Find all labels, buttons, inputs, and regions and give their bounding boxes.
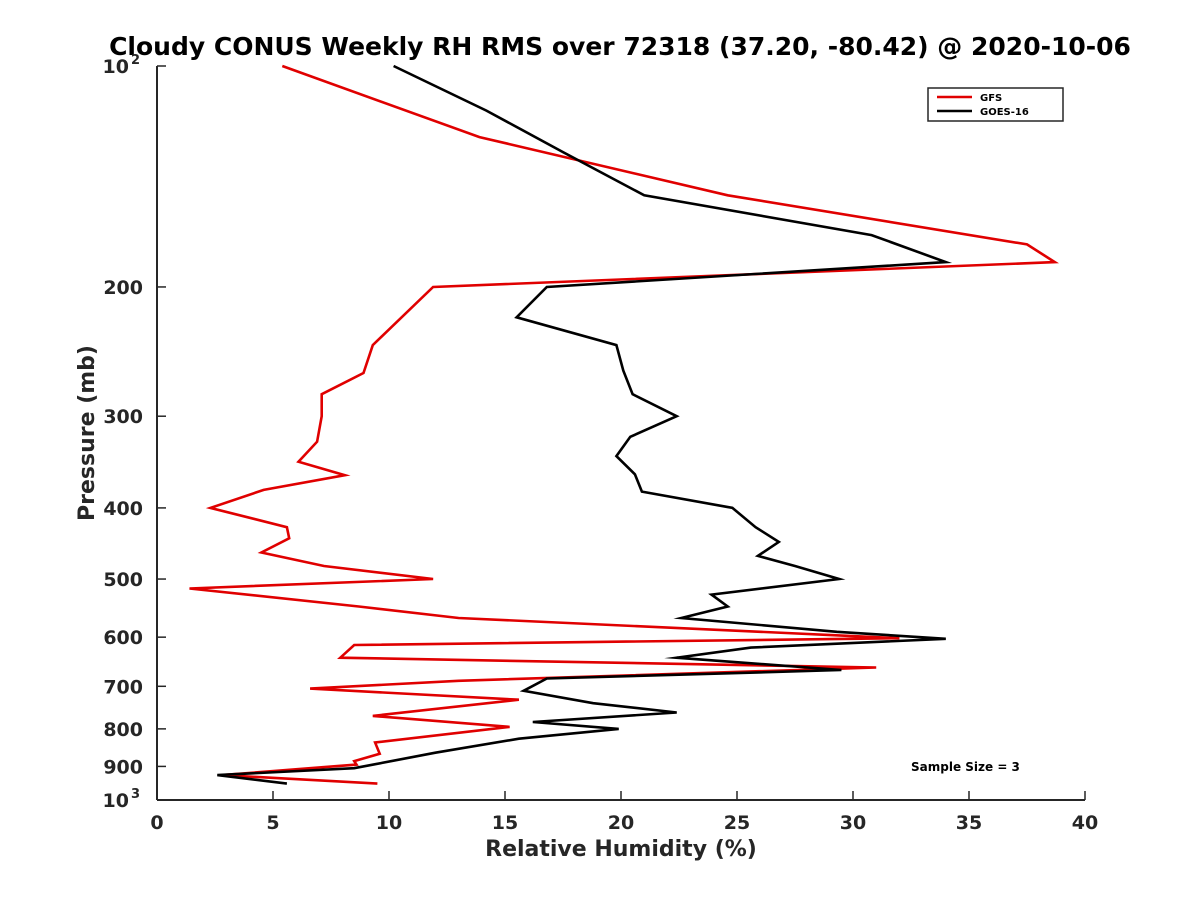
x-tick-label: 15 bbox=[492, 812, 518, 834]
y-tick-label: 600 bbox=[103, 627, 143, 649]
y-tick-label: 10 bbox=[103, 790, 129, 812]
x-tick-label: 0 bbox=[150, 812, 163, 834]
legend-label-gfs: GFS bbox=[980, 93, 1002, 104]
series-line-gfs bbox=[189, 64, 1059, 785]
y-tick-label: 300 bbox=[103, 406, 143, 428]
series-line-goes-16 bbox=[217, 64, 953, 785]
chart-title: Cloudy CONUS Weekly RH RMS over 72318 (3… bbox=[109, 32, 1131, 61]
x-tick-label: 10 bbox=[376, 812, 402, 834]
series-layer bbox=[189, 64, 1059, 785]
y-tick-exponent: 2 bbox=[131, 53, 140, 68]
y-tick-label: 900 bbox=[103, 756, 143, 778]
x-tick-label: 25 bbox=[724, 812, 750, 834]
x-tick-label: 30 bbox=[840, 812, 866, 834]
y-tick-label: 400 bbox=[103, 498, 143, 520]
x-tick-label: 5 bbox=[266, 812, 279, 834]
y-tick-label: 800 bbox=[103, 719, 143, 741]
x-axis-label: Relative Humidity (%) bbox=[485, 837, 757, 862]
x-tick-label: 20 bbox=[608, 812, 634, 834]
plot-area bbox=[157, 66, 1085, 800]
x-tick-label: 35 bbox=[956, 812, 982, 834]
y-tick-label: 200 bbox=[103, 277, 143, 299]
y-tick-exponent: 3 bbox=[131, 787, 140, 802]
sample-size-annotation: Sample Size = 3 bbox=[911, 760, 1020, 774]
y-tick-label: 700 bbox=[103, 676, 143, 698]
y-tick-label: 500 bbox=[103, 569, 143, 591]
x-tick-label: 40 bbox=[1072, 812, 1098, 834]
legend-label-goes16: GOES-16 bbox=[980, 107, 1029, 118]
legend: GFS GOES-16 bbox=[927, 87, 1064, 122]
y-tick-label: 10 bbox=[103, 56, 129, 78]
y-axis-label: Pressure (mb) bbox=[75, 345, 100, 521]
legend-box bbox=[927, 87, 1064, 122]
x-ticks: 0 5 10 15 20 25 30 35 40 bbox=[150, 791, 1098, 834]
